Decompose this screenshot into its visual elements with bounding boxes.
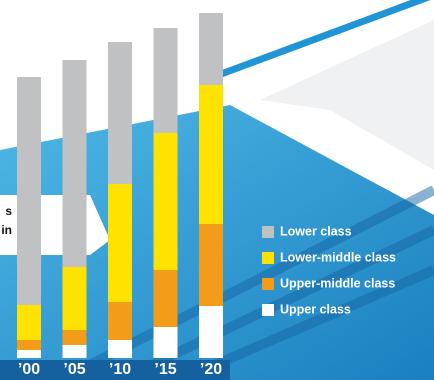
bar-segment	[62, 345, 87, 358]
bar-segment	[17, 77, 41, 305]
blue-stripe	[203, 0, 431, 84]
bar-segment	[108, 302, 132, 340]
bar-segment	[153, 133, 178, 270]
bar-segment	[62, 60, 87, 267]
bar-segment	[62, 330, 87, 345]
legend-swatch	[262, 252, 274, 264]
bar-segment	[199, 306, 223, 358]
x-tick-label: ’10	[109, 361, 131, 378]
label-strip	[0, 360, 230, 380]
bar-segment	[199, 224, 223, 306]
x-tick-label: ’00	[18, 361, 40, 378]
bar-segment	[62, 267, 87, 330]
x-tick-label: ’20	[200, 361, 222, 378]
bar-segment	[17, 305, 41, 340]
legend-swatch	[262, 278, 274, 290]
bar-segment	[153, 327, 178, 358]
legend-swatch	[262, 226, 274, 238]
bar-segment	[17, 350, 41, 358]
legend-label: Lower class	[280, 224, 352, 238]
bar-segment	[108, 340, 132, 358]
bar-segment	[108, 184, 132, 302]
bar-segment	[199, 85, 223, 224]
bar-segment	[108, 42, 132, 184]
x-tick-label: ’05	[63, 361, 85, 378]
legend-label: Upper class	[280, 302, 351, 316]
legend-swatch	[262, 304, 274, 316]
bar-segment	[153, 28, 178, 133]
bar-segment	[153, 270, 178, 327]
annotation: s	[5, 204, 12, 218]
bar-segment	[17, 340, 41, 350]
light-band	[260, 20, 434, 170]
legend-label: Lower-middle class	[280, 250, 396, 264]
bar-segment	[199, 13, 223, 85]
x-tick-label: ’15	[154, 361, 176, 378]
legend-label: Upper-middle class	[280, 276, 395, 290]
callout-box	[0, 195, 110, 255]
annotation: in	[1, 223, 12, 237]
